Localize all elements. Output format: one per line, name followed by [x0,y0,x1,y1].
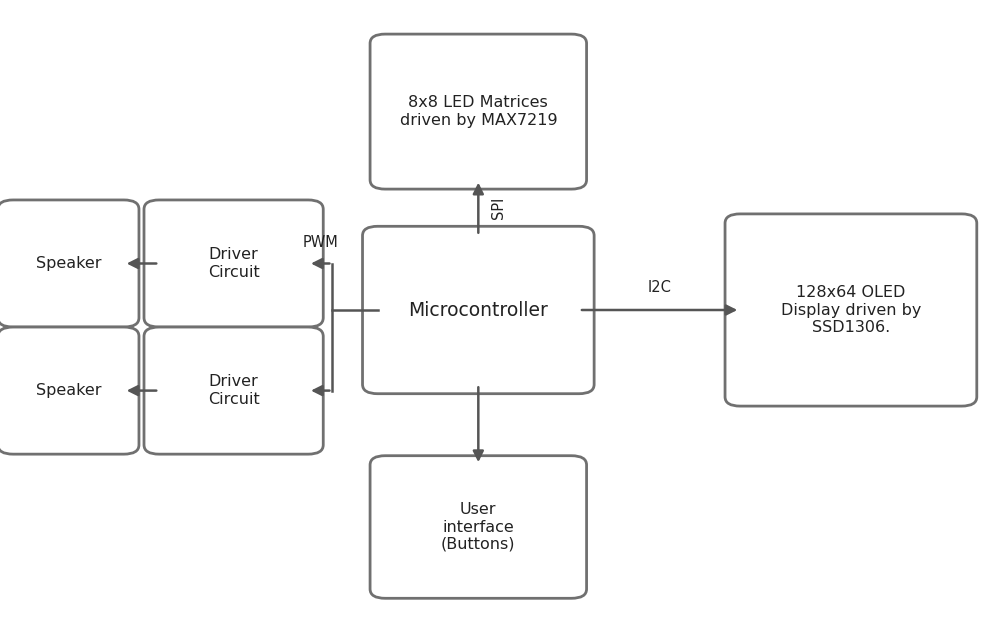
Text: 128x64 OLED
Display driven by
SSD1306.: 128x64 OLED Display driven by SSD1306. [780,285,921,335]
FancyBboxPatch shape [0,327,139,454]
FancyBboxPatch shape [363,226,594,394]
Text: 8x8 LED Matrices
driven by MAX7219: 8x8 LED Matrices driven by MAX7219 [400,95,557,128]
FancyBboxPatch shape [725,214,977,406]
Text: Speaker: Speaker [35,256,102,271]
Text: I2C: I2C [648,280,672,294]
Text: PWM: PWM [302,235,338,250]
Text: Speaker: Speaker [35,383,102,398]
FancyBboxPatch shape [370,34,586,189]
Text: User
interface
(Buttons): User interface (Buttons) [441,502,516,552]
FancyBboxPatch shape [144,327,323,454]
Text: Driver
Circuit: Driver Circuit [207,247,260,280]
Text: Microcontroller: Microcontroller [409,301,548,319]
FancyBboxPatch shape [144,200,323,327]
FancyBboxPatch shape [0,200,139,327]
Text: Driver
Circuit: Driver Circuit [207,374,260,407]
FancyBboxPatch shape [370,456,586,598]
Text: SPI: SPI [491,197,507,219]
